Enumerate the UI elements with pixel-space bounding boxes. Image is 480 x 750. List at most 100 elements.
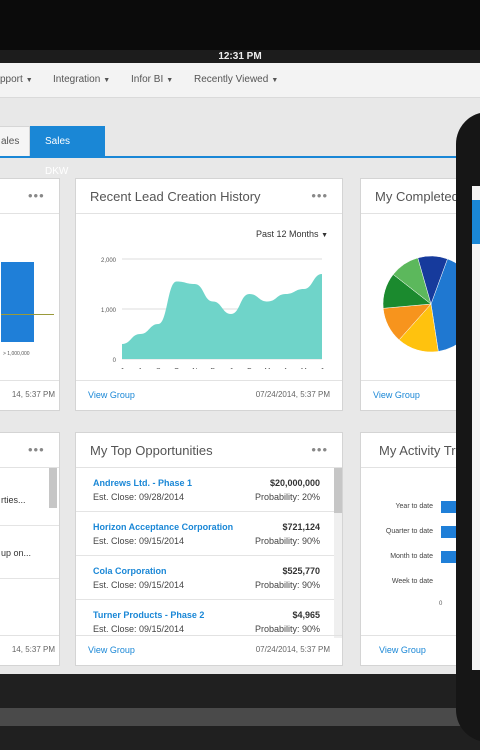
x-tick-label: O (174, 368, 180, 369)
card-footer: View Group (361, 635, 480, 665)
smartphone-screen (472, 186, 480, 670)
nav-item-label: Integration (53, 74, 101, 85)
list-item-text: rties... (1, 495, 26, 505)
lead-history-card: Recent Lead Creation History ••• Past 12… (75, 178, 343, 411)
x-tick-label: 0 (439, 601, 443, 607)
opportunity-close-date: Est. Close: 09/15/2014 (93, 536, 185, 546)
list-item-text: up on... (1, 548, 32, 558)
opportunity-row[interactable]: Andrews Ltd. - Phase 1 $20,000,000 Est. … (76, 468, 334, 512)
nav-item-infor-bi[interactable]: Infor BI ▼ (131, 74, 173, 85)
opportunity-probability: Probability: 20% (254, 492, 320, 502)
view-group-link[interactable]: View Group (88, 390, 135, 400)
category-label: Quarter to date (385, 528, 433, 535)
bezel-highlight (0, 708, 480, 726)
card-title: Recent Lead Creation History (90, 189, 261, 204)
card-title: My Completed (375, 189, 459, 204)
opportunity-amount: $20,000,000 (269, 478, 320, 488)
x-tick-label: M (301, 368, 307, 369)
top-nav-bar: pport ▼ Integration ▼ Infor BI ▼ Recently V… (0, 63, 480, 98)
x-tick-label: J (320, 368, 324, 369)
category-label: Year to date (395, 503, 434, 510)
tab-sales[interactable]: ales (0, 126, 30, 156)
card-footer: View Group (361, 380, 480, 410)
view-group-link[interactable]: View Group (373, 390, 420, 400)
opportunity-probability: Probability: 90% (254, 536, 320, 546)
nav-item-integration[interactable]: Integration ▼ (53, 74, 110, 85)
category-label: Month to date (390, 553, 433, 560)
opportunity-row[interactable]: Turner Products - Phase 2 $4,965 Est. Cl… (76, 600, 334, 643)
y-tick-label: 2,000 (101, 258, 117, 264)
y-tick-label: 0 (113, 358, 117, 364)
opportunity-close-date: Est. Close: 09/15/2014 (93, 580, 185, 590)
card-divider (0, 467, 59, 468)
footer-date: 14, 5:37 PM (11, 645, 55, 654)
opportunity-name[interactable]: Turner Products - Phase 2 (93, 610, 205, 620)
x-tick-label: > 1,000,000 (3, 351, 30, 357)
opportunity-probability: Probability: 90% (254, 580, 320, 590)
footer-date: 07/24/2014, 5:37 PM (255, 645, 330, 654)
card-footer: View Group 07/24/2014, 5:37 PM (76, 635, 342, 665)
bar-mark (1, 262, 34, 342)
status-bar (0, 50, 480, 63)
x-tick-label: A (138, 368, 143, 369)
more-options-icon[interactable]: ••• (28, 188, 45, 203)
card-footer: 14, 5:37 PM (0, 635, 59, 665)
opportunity-close-date: Est. Close: 09/28/2014 (93, 492, 185, 502)
card-footer: View Group 07/24/2014, 5:37 PM (76, 380, 342, 410)
card-footer: 14, 5:37 PM (0, 380, 59, 410)
nav-item-label: Recently Viewed (194, 74, 269, 85)
opportunity-close-date: Est. Close: 09/15/2014 (93, 624, 185, 634)
status-time: 12:31 PM (218, 51, 262, 62)
footer-date: 07/24/2014, 5:37 PM (255, 390, 330, 399)
x-tick-label: J (229, 368, 233, 369)
caret-down-icon: ▼ (271, 77, 279, 84)
left-chart-card: ••• > 1,000,000 14, 5:37 PM (0, 178, 60, 411)
card-divider (76, 467, 342, 468)
target-line (1, 314, 54, 315)
x-tick-label: J (120, 368, 124, 369)
period-label: Past 12 Months (256, 229, 319, 239)
opportunity-row[interactable]: Horizon Acceptance Corporation $721,124 … (76, 512, 334, 556)
card-title: My Top Opportunities (90, 443, 213, 458)
caret-down-icon: ▼ (321, 232, 328, 239)
nav-item-recently-viewed[interactable]: Recently Viewed ▼ (194, 74, 278, 85)
opportunity-amount: $525,770 (282, 566, 320, 576)
top-opportunities-card: My Top Opportunities ••• Andrews Ltd. - … (75, 432, 343, 666)
opportunity-name[interactable]: Andrews Ltd. - Phase 1 (93, 478, 193, 488)
opportunity-name[interactable]: Cola Corporation (93, 566, 167, 576)
x-tick-label: N (192, 368, 197, 369)
smartphone-header-band (472, 200, 480, 244)
category-label: Week to date (391, 578, 433, 585)
scrollbar-thumb[interactable] (49, 468, 57, 508)
dashboard-tab-bar: ales Sales DKW (0, 126, 480, 177)
more-options-icon[interactable]: ••• (311, 442, 328, 457)
more-options-icon[interactable]: ••• (311, 188, 328, 203)
pie-slice (417, 255, 448, 305)
x-tick-label: M (265, 368, 271, 369)
nav-item-support[interactable]: pport ▼ (0, 74, 33, 85)
caret-down-icon: ▼ (103, 77, 111, 84)
view-group-link[interactable]: View Group (88, 645, 135, 655)
footer-date: 14, 5:37 PM (11, 390, 55, 399)
opportunity-amount: $4,965 (292, 610, 320, 620)
x-tick-label: D (210, 368, 215, 369)
opportunity-row[interactable]: Cola Corporation $525,770 Est. Close: 09… (76, 556, 334, 600)
x-tick-label: S (156, 368, 161, 369)
view-group-link[interactable]: View Group (379, 645, 426, 655)
caret-down-icon: ▼ (166, 77, 174, 84)
card-divider (361, 213, 480, 214)
caret-down-icon: ▼ (25, 77, 33, 84)
card-divider (361, 467, 480, 468)
period-dropdown[interactable]: Past 12 Months ▼ (256, 229, 328, 239)
card-divider (0, 213, 59, 214)
row-divider (0, 525, 59, 526)
row-divider (0, 578, 59, 579)
opportunity-amount: $721,124 (282, 522, 320, 532)
tab-sales-dkw[interactable]: Sales DKW (30, 126, 105, 177)
scrollbar-track[interactable] (334, 468, 342, 638)
more-options-icon[interactable]: ••• (28, 442, 45, 457)
opportunity-name[interactable]: Horizon Acceptance Corporation (93, 522, 234, 532)
scrollbar-thumb[interactable] (334, 468, 342, 513)
x-tick-label: A (283, 368, 288, 369)
card-title: My Activity Tre (379, 443, 463, 458)
